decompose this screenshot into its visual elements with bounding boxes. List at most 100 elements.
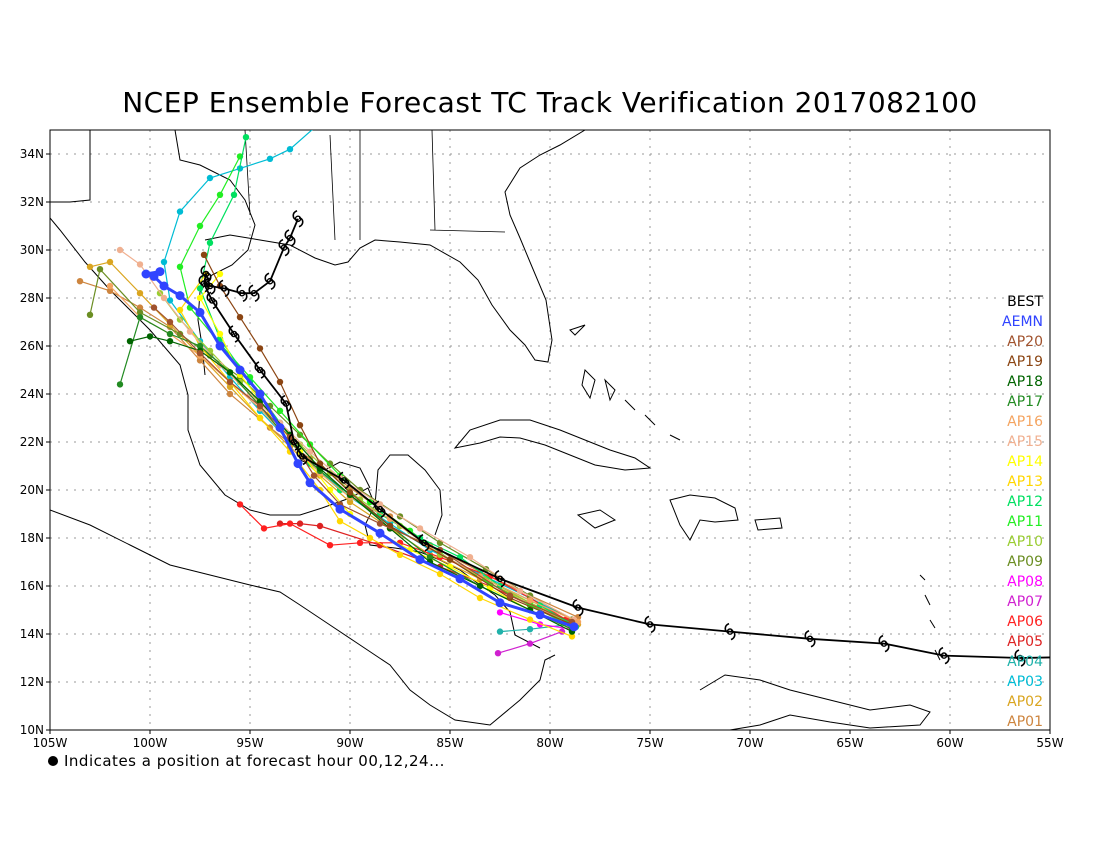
legend-item-ap14: AP14	[1007, 454, 1043, 470]
y-tick-label: 12N	[20, 675, 44, 689]
track-point	[396, 551, 404, 558]
puerto-rico	[754, 517, 783, 531]
hurricane-eye	[230, 330, 238, 338]
track-point	[296, 520, 304, 527]
track-ap20	[150, 304, 576, 626]
chart-title: NCEP Ensemble Forecast TC Track Verifica…	[122, 86, 978, 119]
hurricane-symbol-icon	[204, 277, 216, 295]
hurricane-eye	[298, 453, 306, 460]
track-line	[119, 249, 575, 621]
track-ap11	[176, 153, 576, 630]
track-point	[235, 365, 245, 375]
track-point	[535, 610, 545, 620]
legend-item-ap02: AP02	[1007, 694, 1043, 710]
legend-item-ap11: AP11	[1007, 514, 1043, 530]
track-point	[86, 263, 94, 270]
track-line	[163, 130, 573, 621]
track-point	[336, 518, 344, 525]
track-point	[426, 554, 434, 561]
track-point	[256, 345, 264, 352]
y-tick-label: 22N	[20, 435, 44, 449]
legend-item-ap03: AP03	[1007, 674, 1043, 690]
track-point	[376, 520, 384, 527]
track-point	[106, 287, 114, 294]
track-point	[141, 269, 151, 279]
legend-item-ap18: AP18	[1007, 374, 1043, 390]
track-point	[436, 570, 444, 578]
y-tick-label: 16N	[20, 579, 44, 593]
track-point	[326, 542, 334, 549]
track-point	[526, 616, 534, 623]
track-line	[203, 254, 573, 625]
hurricane-eye	[294, 215, 302, 223]
legend-item-ap10: AP10	[1007, 534, 1043, 550]
legend-item-ap17: AP17	[1007, 394, 1043, 410]
hurricane-eye	[238, 289, 246, 297]
track-point	[476, 594, 484, 602]
hurricane-eye	[250, 289, 258, 297]
hurricane-eye	[290, 438, 298, 446]
y-tick-label: 34N	[20, 147, 44, 161]
lesser-antilles	[919, 574, 941, 661]
track-point	[215, 341, 225, 351]
track-point	[160, 294, 168, 302]
coastlines	[50, 130, 941, 730]
hurricane-eye	[1016, 654, 1024, 662]
track-point	[166, 330, 174, 338]
track-point	[346, 498, 354, 506]
forecast-tracks	[76, 130, 582, 657]
track-line	[199, 137, 577, 628]
track-point	[195, 307, 205, 317]
track-line	[145, 270, 575, 629]
track-point	[506, 592, 514, 599]
track-point	[256, 414, 264, 422]
track-point	[106, 258, 114, 266]
track-point	[106, 282, 114, 290]
y-tick-label: 10N	[20, 723, 44, 737]
legend-item-ap05: AP05	[1007, 634, 1043, 650]
track-point	[293, 459, 303, 469]
y-tick-label: 28N	[20, 291, 44, 305]
track-ap01	[76, 278, 582, 621]
track-point	[136, 309, 144, 316]
hurricane-symbol-icon	[804, 630, 816, 648]
track-point	[496, 609, 504, 616]
legend-item-aemn: AEMN	[1002, 314, 1043, 330]
hurricane-eye	[574, 604, 582, 611]
y-tick-label: 14N	[20, 627, 44, 641]
hurricane-eye	[220, 285, 228, 292]
hurricane-eye	[376, 505, 384, 513]
track-point	[206, 239, 214, 246]
x-tick-label: 90W	[336, 736, 363, 750]
track-point	[176, 306, 184, 314]
track-point	[286, 146, 294, 153]
track-point	[476, 582, 484, 590]
legend-item-ap08: AP08	[1007, 574, 1043, 590]
best-track	[198, 210, 1050, 667]
x-tick-label: 105W	[33, 736, 68, 750]
track-point	[136, 261, 144, 268]
track-point	[266, 155, 274, 162]
hurricane-eye	[880, 640, 888, 647]
track-point	[455, 574, 465, 584]
hurricane-symbol-icon	[572, 598, 584, 617]
hurricane-eye	[200, 280, 208, 287]
track-point	[166, 338, 174, 345]
y-tick-label: 30N	[20, 243, 44, 257]
legend-item-ap06: AP06	[1007, 614, 1043, 630]
x-tick-label: 80W	[536, 736, 563, 750]
track-point	[196, 350, 204, 357]
legend-item-ap04: AP04	[1007, 654, 1043, 670]
legend-item-ap19: AP19	[1007, 354, 1043, 370]
track-point	[136, 304, 144, 311]
track-point	[255, 389, 265, 399]
hurricane-eye	[208, 297, 216, 304]
hispaniola	[669, 494, 739, 541]
hurricane-symbol-icon	[254, 361, 266, 379]
track-point	[276, 378, 284, 386]
bahamas	[569, 324, 681, 441]
grid-lines	[50, 130, 1050, 730]
track-point	[275, 423, 285, 433]
track-point	[296, 422, 304, 429]
